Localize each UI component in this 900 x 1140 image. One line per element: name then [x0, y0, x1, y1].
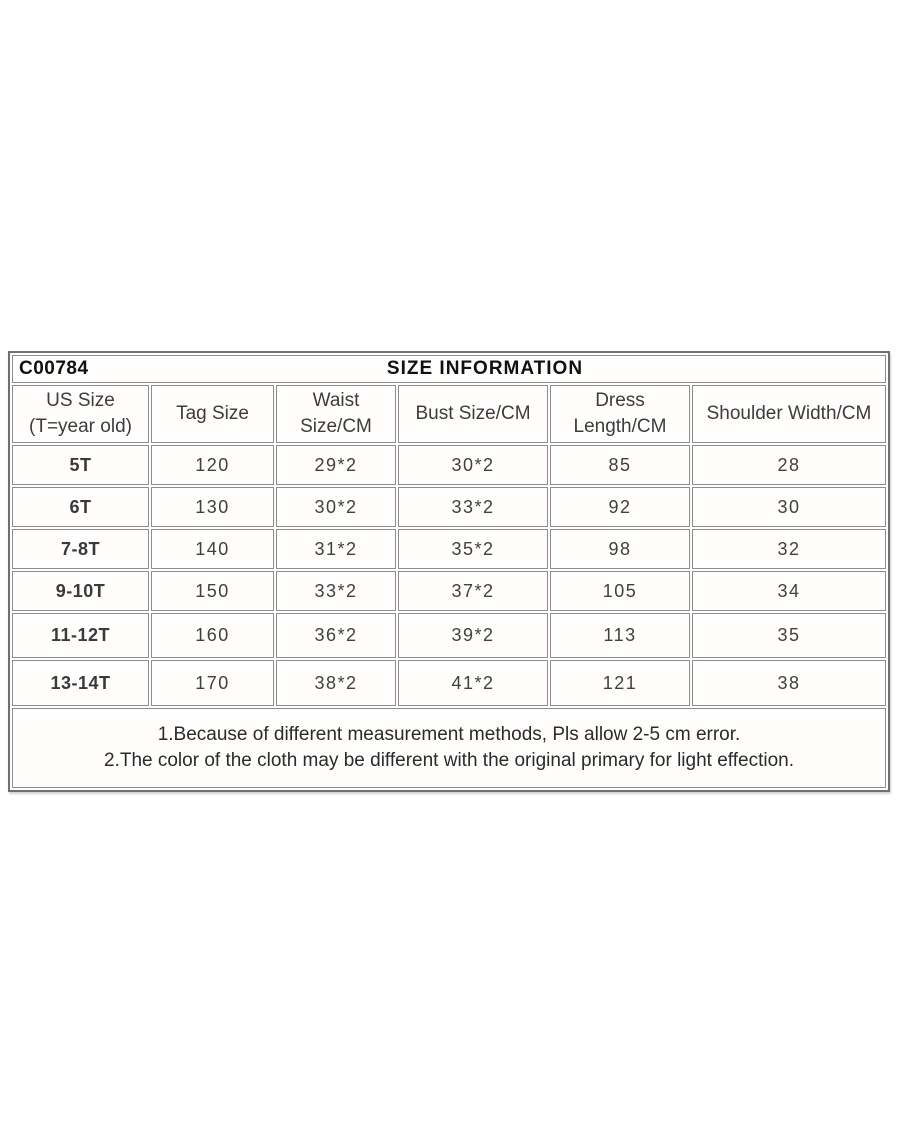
table-title-row: C00784 SIZE INFORMATION: [12, 355, 886, 383]
size-cell: 41*2: [398, 660, 548, 706]
table-notes-row: 1.Because of different measurement metho…: [12, 708, 886, 788]
table-row: 6T 130 30*2 33*2 92 30: [12, 487, 886, 527]
table-row: 5T 120 29*2 30*2 85 28: [12, 445, 886, 485]
size-cell: 35: [692, 613, 886, 658]
title-cell: C00784 SIZE INFORMATION: [12, 355, 886, 383]
size-cell: 170: [151, 660, 274, 706]
product-code: C00784: [19, 358, 89, 379]
size-cell: 11-12T: [12, 613, 149, 658]
size-cell: 38*2: [276, 660, 396, 706]
size-cell: 92: [550, 487, 690, 527]
size-cell: 105: [550, 571, 690, 611]
column-header-dress-length: Dress Length/CM: [550, 385, 690, 443]
size-cell: 33*2: [276, 571, 396, 611]
size-cell: 30*2: [276, 487, 396, 527]
column-header-us-size: US Size (T=year old): [12, 385, 149, 443]
column-header-bust-size: Bust Size/CM: [398, 385, 548, 443]
size-cell: 150: [151, 571, 274, 611]
size-cell: 36*2: [276, 613, 396, 658]
size-cell: 37*2: [398, 571, 548, 611]
size-cell: 130: [151, 487, 274, 527]
size-cell: 6T: [12, 487, 149, 527]
size-cell: 113: [550, 613, 690, 658]
table-row: 7-8T 140 31*2 35*2 98 32: [12, 529, 886, 569]
size-cell: 7-8T: [12, 529, 149, 569]
size-cell: 39*2: [398, 613, 548, 658]
size-cell: 9-10T: [12, 571, 149, 611]
column-header-tag-size: Tag Size: [151, 385, 274, 443]
column-header-shoulder-width: Shoulder Width/CM: [692, 385, 886, 443]
page-title: SIZE INFORMATION: [386, 358, 584, 379]
size-cell: 5T: [12, 445, 149, 485]
table-row: 13-14T 170 38*2 41*2 121 38: [12, 660, 886, 706]
size-cell: 13-14T: [12, 660, 149, 706]
size-table: C00784 SIZE INFORMATION US Size (T=year …: [8, 351, 890, 792]
size-cell: 35*2: [398, 529, 548, 569]
size-cell: 30*2: [398, 445, 548, 485]
size-cell: 38: [692, 660, 886, 706]
size-cell: 34: [692, 571, 886, 611]
size-cell: 28: [692, 445, 886, 485]
table-row: 9-10T 150 33*2 37*2 105 34: [12, 571, 886, 611]
size-cell: 98: [550, 529, 690, 569]
notes-cell: 1.Because of different measurement metho…: [12, 708, 886, 788]
size-cell: 29*2: [276, 445, 396, 485]
note-color-difference: 2.The color of the cloth may be differen…: [104, 750, 794, 771]
size-cell: 32: [692, 529, 886, 569]
size-cell: 140: [151, 529, 274, 569]
size-cell: 30: [692, 487, 886, 527]
size-cell: 120: [151, 445, 274, 485]
table-row: 11-12T 160 36*2 39*2 113 35: [12, 613, 886, 658]
size-cell: 85: [550, 445, 690, 485]
size-cell: 121: [550, 660, 690, 706]
size-cell: 160: [151, 613, 274, 658]
size-cell: 31*2: [276, 529, 396, 569]
note-measurement-error: 1.Because of different measurement metho…: [157, 724, 741, 745]
column-header-waist-size: Waist Size/CM: [276, 385, 396, 443]
table-header-row: US Size (T=year old) Tag Size Waist Size…: [12, 385, 886, 443]
size-cell: 33*2: [398, 487, 548, 527]
